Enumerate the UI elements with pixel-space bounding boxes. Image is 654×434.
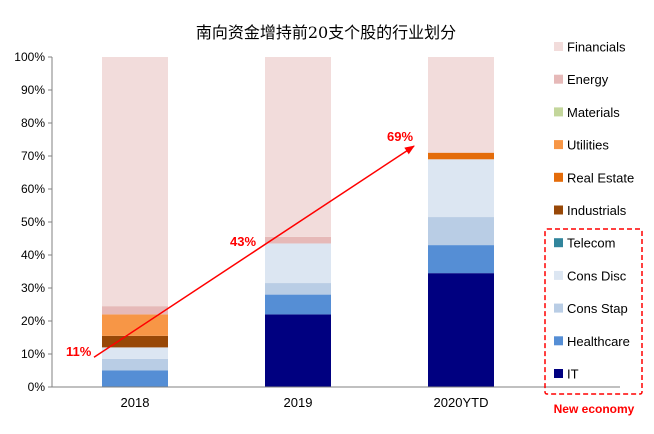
new-economy-label: New economy — [554, 402, 635, 416]
new-economy-box — [544, 228, 643, 395]
y-tick-label: 100% — [14, 50, 45, 64]
bar-healthcare-2018 — [102, 370, 168, 387]
x-tick-label: 2019 — [284, 395, 313, 410]
legend-swatch — [554, 205, 563, 215]
legend-item-materials: Materials — [554, 105, 620, 120]
legend-label: Materials — [567, 105, 620, 120]
bar-it-2019 — [265, 314, 331, 387]
legend-label: Telecom — [567, 236, 615, 251]
y-tick-label: 80% — [21, 116, 45, 130]
legend-item-healthcare: Healthcare — [554, 334, 630, 349]
y-tick-label: 10% — [21, 347, 45, 361]
legend-label: Industrials — [567, 203, 627, 218]
legend-item-industrials: Industrials — [554, 203, 627, 218]
y-tick-label: 0% — [28, 380, 46, 394]
trend-arrow — [93, 145, 415, 358]
annotation-2018: 11% — [66, 344, 92, 359]
x-tick-label: 2020YTD — [434, 395, 489, 410]
legend-swatch — [554, 270, 563, 280]
legend: Financials Energy Materials Utilities Real E… — [544, 40, 643, 416]
y-tick-label: 20% — [21, 314, 45, 328]
bar-healthcare-2020ytd — [428, 245, 494, 274]
legend-label: Cons Disc — [567, 268, 627, 283]
legend-item-cons-disc: Cons Disc — [554, 268, 627, 283]
legend-swatch — [554, 107, 563, 117]
legend-label: Financials — [567, 40, 626, 55]
bar-financials-2018 — [102, 57, 168, 307]
legend-label: Healthcare — [567, 334, 630, 349]
legend-label: Energy — [567, 72, 609, 87]
legend-item-cons-stap: Cons Stap — [554, 301, 628, 316]
bar-cons-disc-2018 — [102, 347, 168, 359]
legend-swatch — [554, 172, 563, 182]
y-tick-label: 30% — [21, 281, 45, 295]
legend-item-utilities: Utilities — [554, 138, 609, 153]
legend-swatch — [554, 336, 563, 346]
legend-swatch — [554, 140, 563, 150]
bar-energy-2019 — [265, 236, 331, 244]
legend-item-real-estate: Real Estate — [554, 170, 634, 185]
bar-financials-2020ytd — [428, 57, 494, 153]
chart-title: 南向资金增持前20支个股的行业划分 — [196, 23, 456, 42]
bar-cons-stap-2019 — [265, 283, 331, 295]
bar-industrials-2018 — [102, 335, 168, 348]
legend-label: IT — [567, 367, 579, 382]
plot-area: 0% 10% 20% 30% 40% 50% 60% 70% 80% 90% 100% 2018 201… — [14, 50, 620, 410]
legend-label: Utilities — [567, 138, 609, 153]
annotation-2020ytd: 69% — [387, 129, 413, 144]
legend-label: Cons Stap — [567, 301, 628, 316]
bar-healthcare-2019 — [265, 294, 331, 315]
bar-cons-stap-2018 — [102, 358, 168, 371]
legend-item-financials: Financials — [554, 40, 626, 55]
bar-utilities-2018 — [102, 314, 168, 336]
legend-item-energy: Energy — [554, 72, 609, 87]
annotation-2019: 43% — [230, 234, 256, 249]
legend-item-telecom: Telecom — [554, 236, 615, 251]
bar-energy-2018 — [102, 306, 168, 315]
bar-it-2020ytd — [428, 273, 494, 387]
x-tick-label: 2018 — [121, 395, 150, 410]
legend-label: Real Estate — [567, 170, 634, 185]
bar-cons-disc-2020ytd — [428, 159, 494, 218]
y-tick-label: 40% — [21, 248, 45, 262]
legend-swatch — [554, 303, 563, 313]
legend-item-it: IT — [554, 367, 579, 382]
bar-financials-2019 — [265, 57, 331, 237]
bar-real-estate-2020ytd — [428, 152, 494, 160]
legend-swatch — [554, 74, 563, 84]
y-tick-label: 90% — [21, 83, 45, 97]
y-tick-label: 60% — [21, 182, 45, 196]
y-tick-label: 50% — [21, 215, 45, 229]
bar-cons-disc-2019 — [265, 243, 331, 284]
bar-cons-stap-2020ytd — [428, 217, 494, 246]
legend-swatch — [554, 42, 563, 51]
legend-swatch — [554, 238, 563, 248]
y-tick-label: 70% — [21, 149, 45, 163]
legend-swatch — [554, 369, 563, 378]
